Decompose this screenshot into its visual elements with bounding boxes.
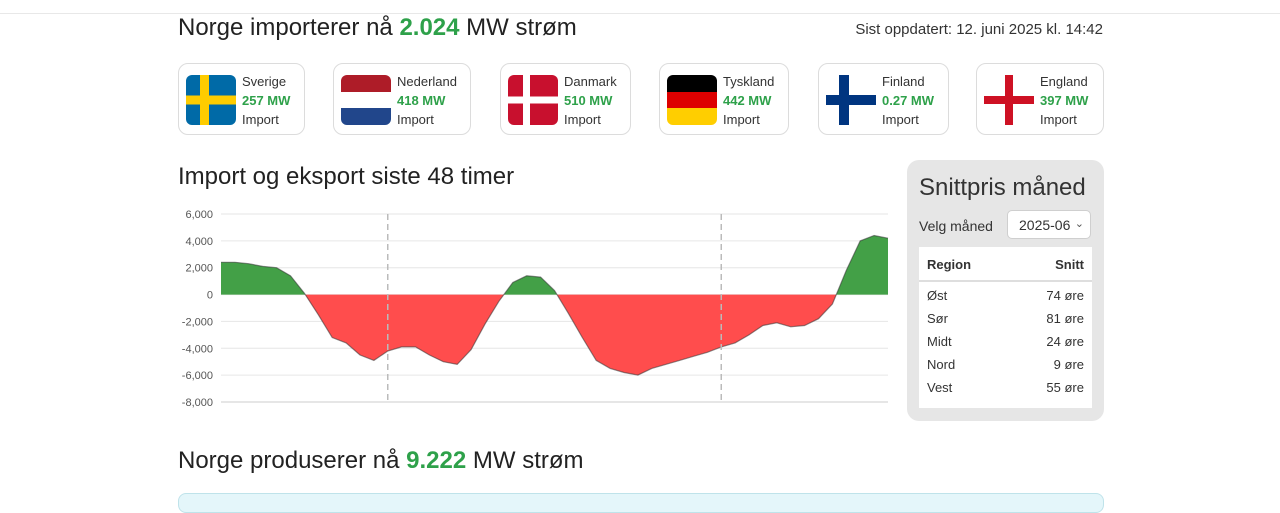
country-mw: 510 MW	[564, 93, 613, 108]
production-suffix: MW strøm	[472, 447, 584, 474]
denmark-flag-icon	[508, 75, 558, 125]
month-select[interactable]: 2025-06 ⌄	[1007, 210, 1091, 239]
headline-import-value: 2.024	[399, 14, 460, 41]
country-status: Import	[242, 112, 279, 127]
country-name: Finland	[882, 74, 925, 89]
country-mw: 418 MW	[397, 93, 446, 108]
country-status: Import	[723, 112, 760, 127]
y-tick-label: -8,000	[182, 397, 213, 409]
production-value: 9.222	[406, 447, 467, 474]
price-cell: 74 øre	[1046, 288, 1084, 303]
production-panel	[178, 493, 1104, 513]
table-row: Sør 81 øre	[919, 307, 1092, 330]
table-row: Nord 9 øre	[919, 353, 1092, 376]
import-export-chart: 6,000 4,000 2,000 0 -2,000 -4,000 -6,000 -8,000	[182, 209, 889, 409]
y-tick-label: -2,000	[182, 316, 213, 328]
y-tick-label: 4,000	[185, 236, 213, 248]
y-tick-label: 6,000	[185, 209, 213, 221]
country-mw: 442 MW	[723, 93, 772, 108]
avg-price-panel: Snittpris måned Velg måned 2025-06 ⌄ Reg…	[907, 160, 1104, 421]
avg-header: Snitt	[1055, 257, 1084, 272]
month-select-value: 2025-06	[1019, 217, 1071, 233]
country-card-denmark[interactable]: Danmark 510 MW Import	[500, 63, 631, 135]
price-cell: 9 øre	[1053, 357, 1084, 372]
avg-price-title: Snittpris måned	[919, 174, 1086, 201]
price-cell: 81 øre	[1046, 311, 1084, 326]
netherlands-flag-icon	[341, 75, 391, 125]
country-cards: Sverige 257 MW Import Nederland 418 MW I…	[0, 63, 1280, 137]
country-card-netherlands[interactable]: Nederland 418 MW Import	[333, 63, 471, 135]
country-name: Danmark	[564, 74, 617, 89]
chart-section-title: Import og eksport siste 48 timer	[178, 163, 515, 190]
production-prefix: Norge produserer nå	[178, 447, 400, 474]
country-card-england[interactable]: England 397 MW Import	[976, 63, 1104, 135]
sweden-flag-icon	[186, 75, 236, 125]
last-updated: Sist oppdatert: 12. juni 2025 kl. 14:42	[855, 21, 1103, 38]
price-table: Region Snitt Øst 74 øre Sør 81 øre Midt …	[919, 247, 1092, 408]
month-label: Velg måned	[919, 218, 993, 234]
table-row: Midt 24 øre	[919, 330, 1092, 353]
y-tick-label: 2,000	[185, 263, 213, 275]
import-headline: Norge importerer nå 2.024 MW strøm	[178, 14, 577, 42]
country-card-finland[interactable]: Finland 0.27 MW Import	[818, 63, 949, 135]
headline-suffix: MW strøm	[466, 14, 577, 41]
region-header: Region	[927, 257, 972, 272]
region-cell: Sør	[927, 311, 948, 326]
region-cell: Midt	[927, 334, 952, 349]
country-mw: 0.27 MW	[882, 93, 935, 108]
country-status: Import	[397, 112, 434, 127]
export-area	[221, 235, 888, 295]
series-line	[221, 234, 889, 376]
import-area	[221, 294, 888, 376]
headline-prefix: Norge importerer nå	[178, 14, 393, 41]
table-row: Vest 55 øre	[919, 376, 1092, 399]
table-row: Øst 74 øre	[919, 284, 1092, 307]
country-card-sweden[interactable]: Sverige 257 MW Import	[178, 63, 305, 135]
country-status: Import	[1040, 112, 1077, 127]
region-cell: Nord	[927, 357, 956, 372]
chevron-down-icon: ⌄	[1074, 218, 1084, 230]
country-mw: 397 MW	[1040, 93, 1089, 108]
region-cell: Øst	[927, 288, 948, 303]
germany-flag-icon	[667, 75, 717, 125]
country-name: Sverige	[242, 74, 287, 89]
region-cell: Vest	[927, 380, 953, 395]
country-card-germany[interactable]: Tyskland 442 MW Import	[659, 63, 789, 135]
country-name: England	[1040, 74, 1088, 89]
y-tick-label: -6,000	[182, 370, 213, 382]
country-name: Tyskland	[723, 74, 775, 89]
price-table-header: Region Snitt	[919, 247, 1092, 282]
y-tick-label: -4,000	[182, 343, 213, 355]
country-name: Nederland	[397, 74, 457, 89]
country-status: Import	[564, 112, 601, 127]
england-flag-icon	[984, 75, 1034, 125]
y-tick-label: 0	[207, 290, 213, 302]
top-divider	[0, 13, 1280, 14]
country-status: Import	[882, 112, 919, 127]
production-headline: Norge produserer nå 9.222 MW strøm	[178, 447, 584, 475]
price-cell: 55 øre	[1046, 380, 1084, 395]
country-mw: 257 MW	[242, 93, 291, 108]
price-cell: 24 øre	[1046, 334, 1084, 349]
finland-flag-icon	[826, 75, 876, 125]
